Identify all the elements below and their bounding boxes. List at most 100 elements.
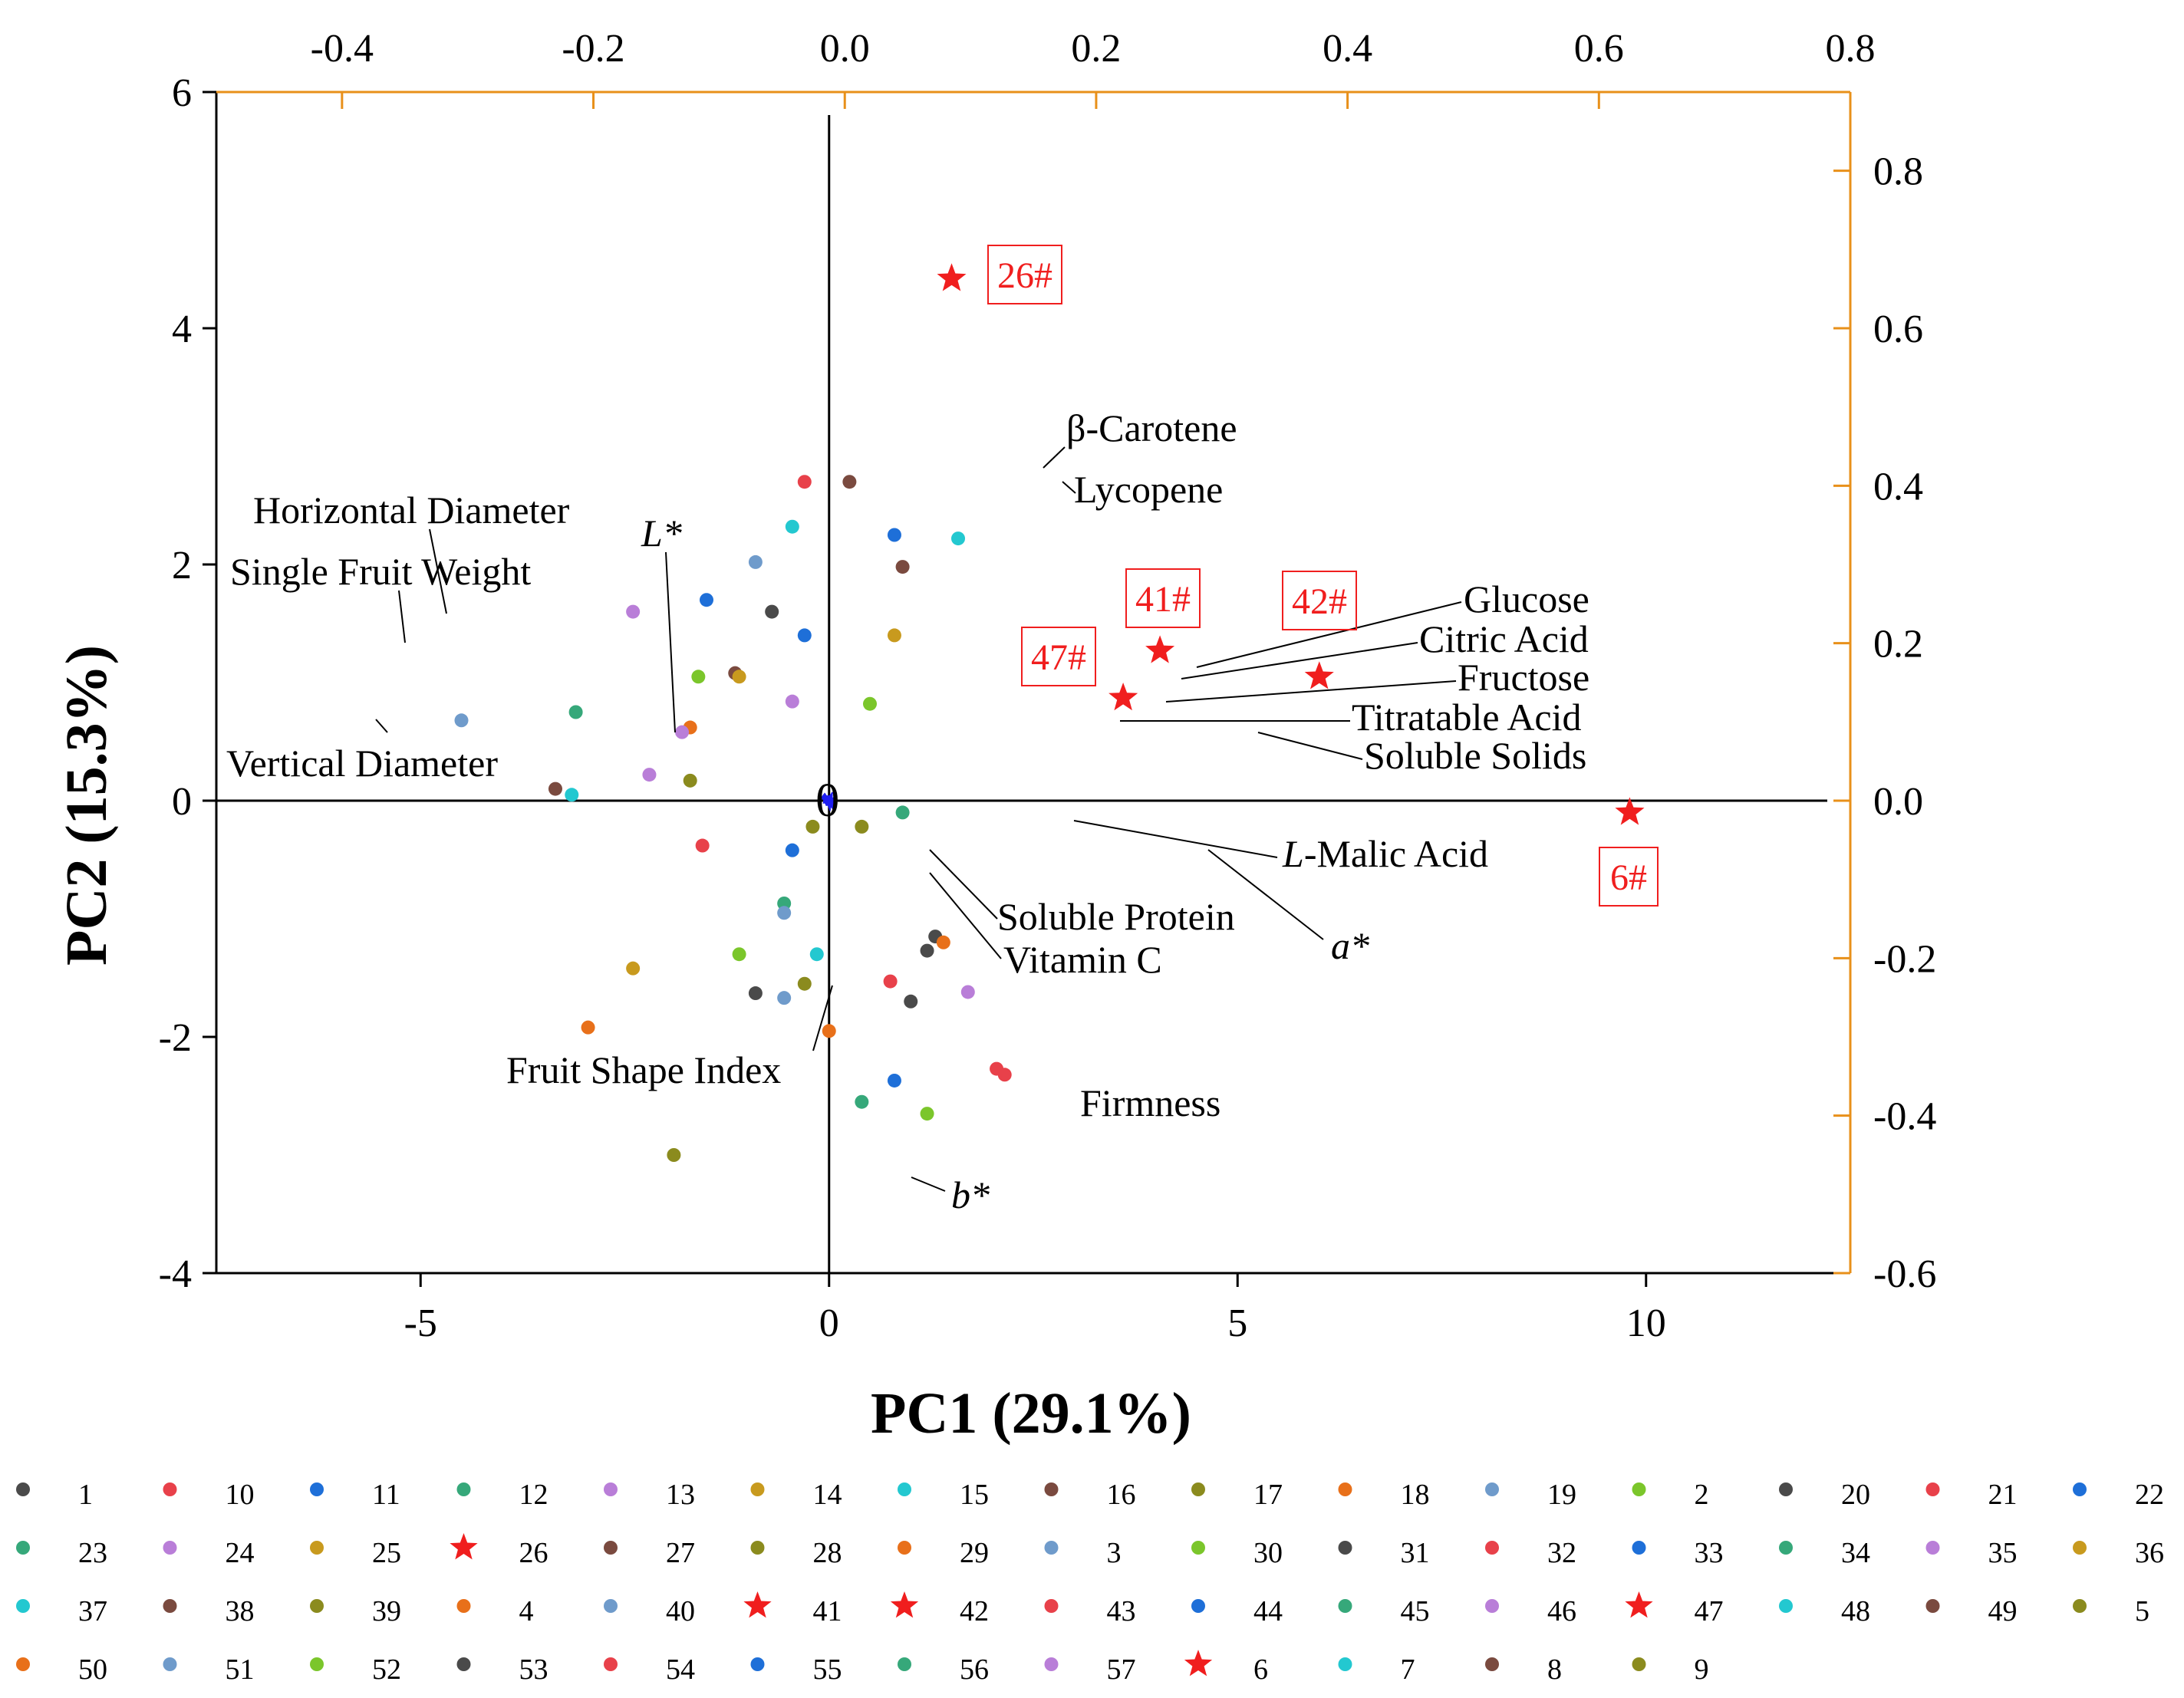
legend-label: 20 <box>1841 1479 1870 1511</box>
loading-label: Horizontal Diameter <box>253 489 570 531</box>
loading-label: Titratable Acid <box>1352 696 1582 739</box>
y-axis-title: PC2 (15.3%) <box>54 645 119 966</box>
legend-dot-marker <box>750 1482 765 1496</box>
sample-point <box>855 1094 869 1109</box>
legend-dot-marker <box>1338 1657 1352 1671</box>
legend-star-marker <box>450 1533 478 1560</box>
highlight-star <box>1304 661 1334 689</box>
sample-point <box>887 528 901 542</box>
loading-label: Citric Acid <box>1419 617 1589 660</box>
legend-label: 44 <box>1253 1595 1283 1627</box>
sample-point <box>626 604 641 619</box>
leader-line <box>929 849 998 920</box>
legend-label: 25 <box>372 1537 401 1569</box>
right-tick-label: -0.2 <box>1873 937 1936 981</box>
highlight-label: 41# <box>1135 579 1191 620</box>
legend-label: 32 <box>1547 1537 1576 1569</box>
legend-label: 51 <box>226 1654 255 1686</box>
sample-point <box>920 943 934 958</box>
legend-label: 23 <box>78 1537 107 1569</box>
legend-label: 18 <box>1401 1479 1430 1511</box>
legend-dot-marker <box>1044 1599 1059 1613</box>
legend-label: 57 <box>1107 1654 1136 1686</box>
origin-label: 0 <box>815 775 839 827</box>
legend-dot-marker <box>1485 1482 1499 1496</box>
legend-label: 7 <box>1401 1654 1415 1686</box>
legend-dot-marker <box>1044 1482 1059 1496</box>
leader-line <box>665 551 676 733</box>
loading-label-text: Vertical Diameter <box>226 742 498 785</box>
sample-point <box>855 819 869 834</box>
legend-dot-marker <box>16 1657 30 1671</box>
legend-label: 22 <box>2135 1479 2164 1511</box>
loading-label-text: Fruit Shape Index <box>506 1048 781 1091</box>
legend-label: 42 <box>960 1595 989 1627</box>
legend-dot-marker <box>1338 1599 1352 1613</box>
legend-dot-marker <box>1779 1541 1793 1555</box>
legend-label: 19 <box>1547 1479 1576 1511</box>
sample-point <box>581 1020 595 1035</box>
leader-line <box>1207 849 1324 940</box>
legend-label: 43 <box>1107 1595 1136 1627</box>
sample-point <box>895 560 910 574</box>
highlight-label: 47# <box>1031 637 1086 678</box>
legend-star-marker <box>1625 1591 1653 1618</box>
sample-point <box>822 1024 836 1038</box>
sample-point <box>863 696 877 711</box>
sample-point <box>785 519 799 534</box>
y-tick-label: -2 <box>159 1016 192 1060</box>
legend-dot-marker <box>163 1599 177 1613</box>
legend-label: 26 <box>519 1537 548 1569</box>
legend-dot-marker <box>163 1657 177 1671</box>
sample-point <box>887 1073 901 1088</box>
axes: -5 0 5 10 -4 -2 0 2 4 6 -0.4 -0.2 0.0 0.2 0.4 0.6 0.8 -0.… <box>159 27 1937 1345</box>
legend-dot-marker <box>1632 1541 1646 1555</box>
highlight-star <box>1145 635 1175 663</box>
right-tick-label: -0.4 <box>1873 1095 1936 1139</box>
legend-dot-marker <box>1191 1599 1205 1613</box>
loading-label: Fruit Shape Index <box>506 1048 781 1091</box>
sample-point <box>785 694 799 709</box>
legend-dot-marker <box>1779 1599 1793 1613</box>
sample-point <box>904 994 918 1009</box>
loading-label: Soluble Solids <box>1364 734 1586 777</box>
legend-label: 16 <box>1107 1479 1136 1511</box>
legend-label: 21 <box>1988 1479 2018 1511</box>
highlight-star <box>1615 797 1645 825</box>
highlight-label-box <box>1599 847 1659 907</box>
legend-dot-marker <box>16 1599 30 1613</box>
legend-dot-marker <box>1338 1541 1352 1555</box>
top-tick-label: -0.2 <box>562 27 624 71</box>
legend-dot-marker <box>1191 1482 1205 1496</box>
loading-label-italic: L <box>1282 832 1304 875</box>
legend-dot-marker <box>16 1482 30 1496</box>
legend-label: 24 <box>226 1537 255 1569</box>
leader-line <box>1196 601 1462 668</box>
top-tick-label: -0.4 <box>311 27 374 71</box>
legend-label: 47 <box>1695 1595 1724 1627</box>
legend-dot-marker <box>2073 1599 2087 1613</box>
loading-label: L-Malic Acid <box>1282 832 1488 875</box>
sample-point <box>675 725 690 739</box>
legend-label: 45 <box>1401 1595 1430 1627</box>
loading-label-text: * <box>663 512 682 554</box>
right-tick-label: 0.2 <box>1873 623 1923 666</box>
loading-label: Vertical Diameter <box>226 742 498 785</box>
leader-line <box>812 985 833 1051</box>
legend-label: 35 <box>1988 1537 2018 1569</box>
legend-label: 29 <box>960 1537 989 1569</box>
loading-label-text: Vitamin C <box>1003 938 1162 981</box>
legend-dot-marker <box>1925 1482 1940 1496</box>
legend-label: 3 <box>1107 1537 1122 1569</box>
sample-point <box>936 935 950 949</box>
legend-dot-marker <box>1632 1657 1646 1671</box>
y-tick-label: 0 <box>172 780 192 824</box>
legend-label: 27 <box>666 1537 695 1569</box>
loading-label-italic: b <box>951 1173 970 1216</box>
leader-line <box>1165 680 1457 703</box>
sample-point <box>748 554 763 569</box>
sample-point <box>951 531 966 546</box>
sample-point <box>667 1148 681 1162</box>
legend-dot-marker <box>1338 1482 1352 1496</box>
loading-label-text: Horizontal Diameter <box>253 489 570 531</box>
